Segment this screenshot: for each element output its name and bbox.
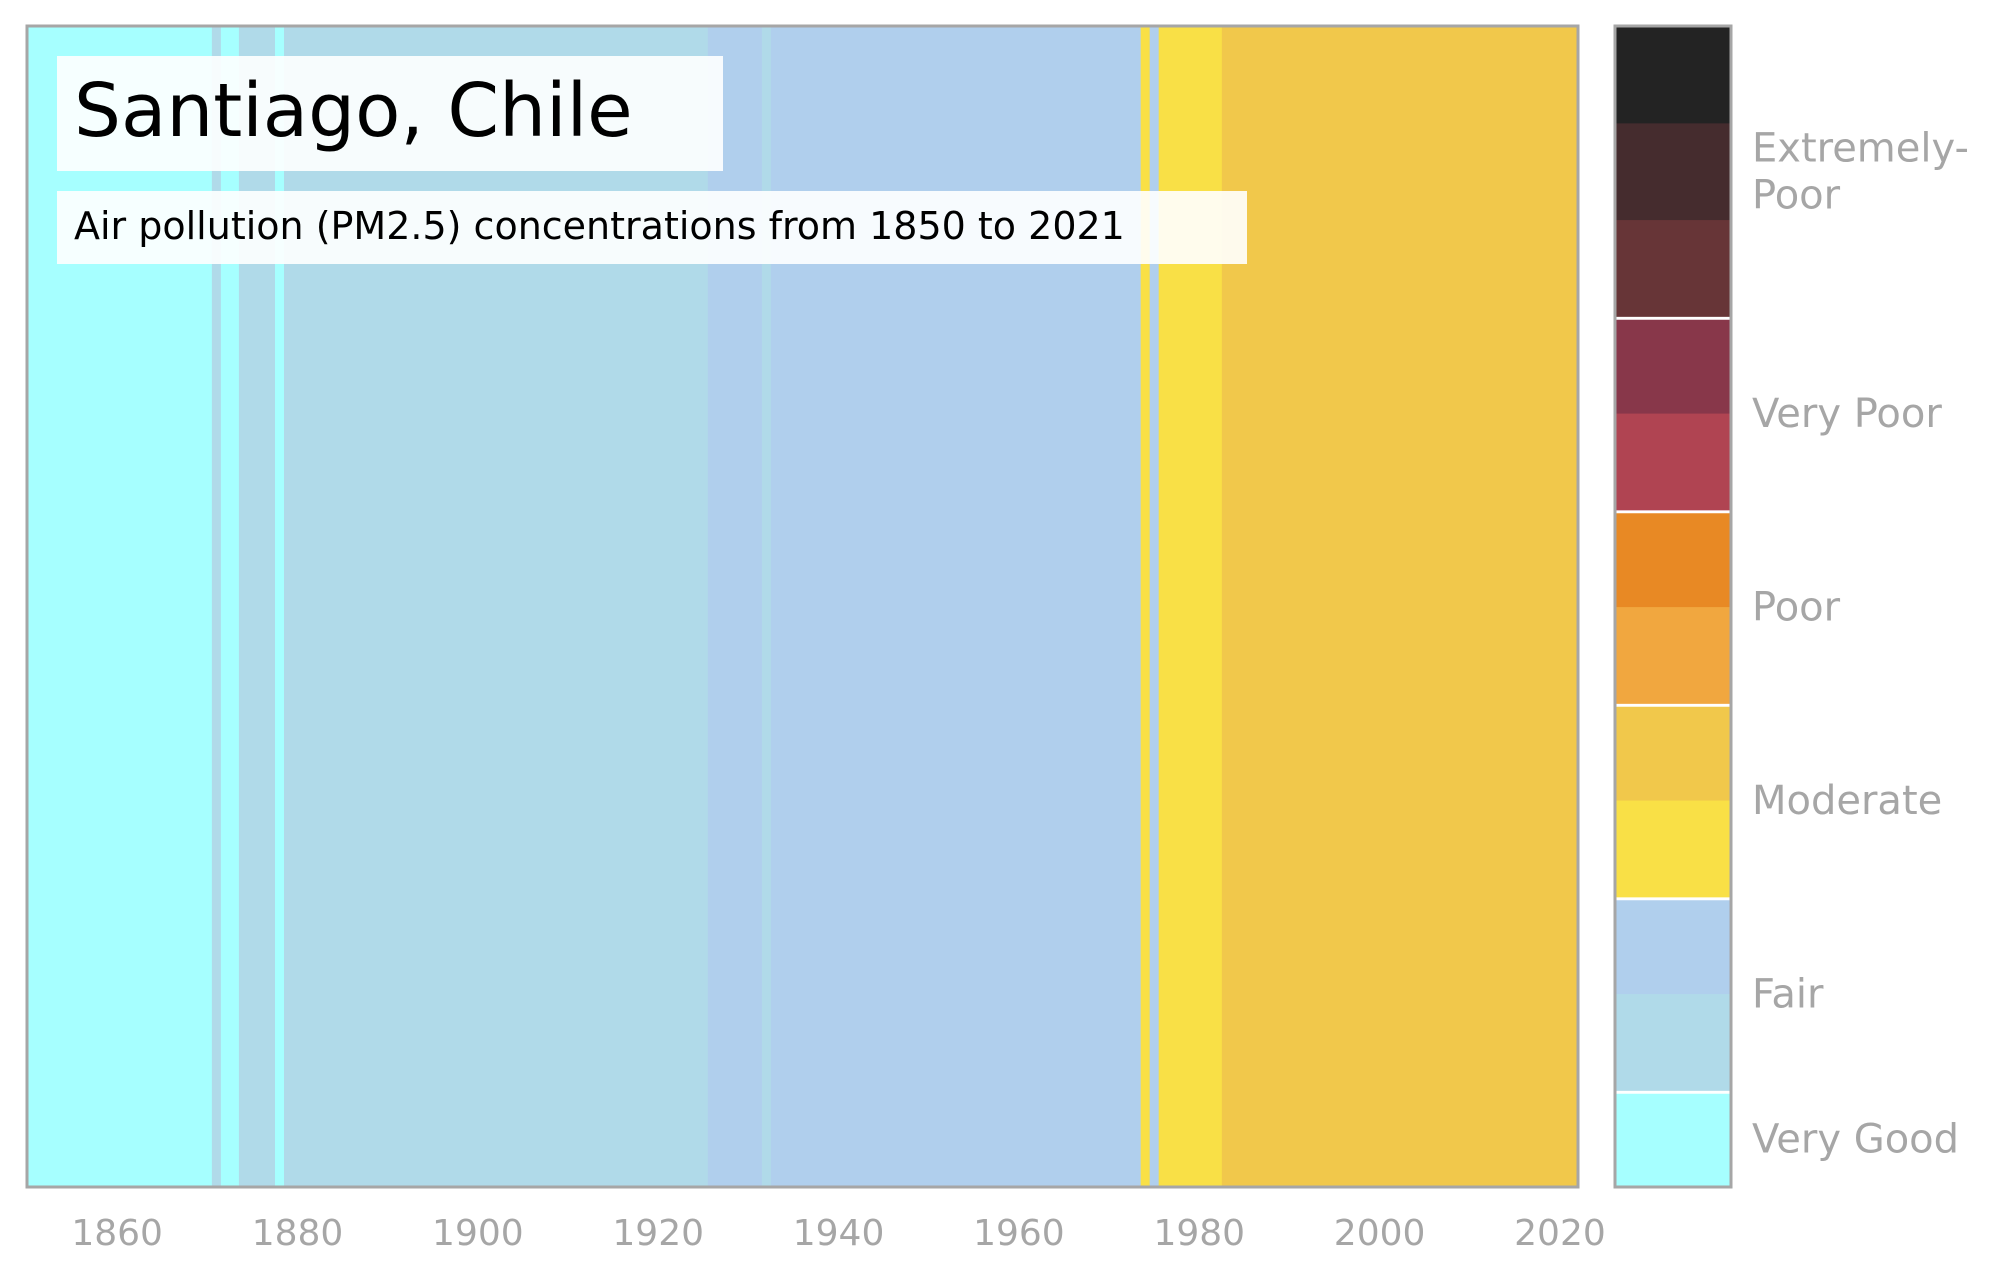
year-band-2 bbox=[220, 26, 240, 1187]
legend-label-4: Very Poor bbox=[1752, 391, 1942, 437]
legend-label-3: Poor bbox=[1752, 585, 1841, 631]
year-band-1 bbox=[211, 26, 222, 1187]
legend-swatch-2-1 bbox=[1615, 703, 1731, 801]
legend-frame bbox=[1613, 24, 1733, 1189]
x-tick-label-1880: 1880 bbox=[252, 1213, 344, 1254]
x-tick-label-1980: 1980 bbox=[1153, 1213, 1245, 1254]
subtitle-background bbox=[57, 191, 1247, 264]
x-tick-label-1960: 1960 bbox=[973, 1213, 1065, 1254]
legend-label-0: Very Good bbox=[1752, 1117, 1959, 1163]
legend-swatch-1-1 bbox=[1615, 896, 1731, 995]
legend-swatch-3-0 bbox=[1615, 606, 1731, 704]
legend-swatch-5-2 bbox=[1615, 26, 1731, 124]
x-tick-label-1860: 1860 bbox=[71, 1213, 163, 1254]
subtitle-box: Air pollution (PM2.5) concentrations fro… bbox=[57, 191, 1247, 264]
year-band-9 bbox=[1140, 26, 1151, 1187]
legend-colorbar bbox=[1615, 26, 1731, 1188]
legend-swatch-1-0 bbox=[1615, 993, 1731, 1091]
legend-label-2: Moderate bbox=[1752, 778, 1942, 824]
x-tick-label-1920: 1920 bbox=[612, 1213, 704, 1254]
year-band-10 bbox=[1149, 26, 1160, 1187]
legend-label-5: Extremely-Poor bbox=[1752, 126, 1969, 219]
legend-labels: Very Good Fair Moderate Poor Very Poor Extrem… bbox=[1752, 126, 1969, 1163]
year-band-7 bbox=[761, 26, 772, 1187]
title-background bbox=[57, 56, 723, 171]
x-tick-label-2000: 2000 bbox=[1334, 1213, 1426, 1254]
legend-swatch-2-0 bbox=[1615, 800, 1731, 898]
chart-subtitle: Air pollution (PM2.5) concentrations fro… bbox=[74, 204, 1125, 248]
year-band-4 bbox=[274, 26, 285, 1187]
legend-swatch-3-1 bbox=[1615, 509, 1731, 608]
legend-swatch-4-0 bbox=[1615, 413, 1731, 511]
legend-swatch-5-0 bbox=[1615, 219, 1731, 317]
legend-swatch-5-1 bbox=[1615, 122, 1731, 221]
chart-title: Santiago, Chile bbox=[74, 68, 633, 154]
legend-swatch-0-0 bbox=[1615, 1090, 1731, 1188]
legend-label-1: Fair bbox=[1752, 972, 1824, 1018]
x-tick-label-1900: 1900 bbox=[432, 1213, 524, 1254]
year-band-12 bbox=[1221, 26, 1579, 1187]
title-box: Santiago, Chile bbox=[57, 56, 723, 171]
x-axis-ticks: 1860 1880 1900 1920 1940 1960 1980 2000 2020 bbox=[71, 1213, 1605, 1254]
x-tick-label-1940: 1940 bbox=[793, 1213, 885, 1254]
legend-swatch-4-1 bbox=[1615, 316, 1731, 414]
x-tick-label-2020: 2020 bbox=[1514, 1213, 1606, 1254]
plot-frame bbox=[25, 24, 1580, 1189]
